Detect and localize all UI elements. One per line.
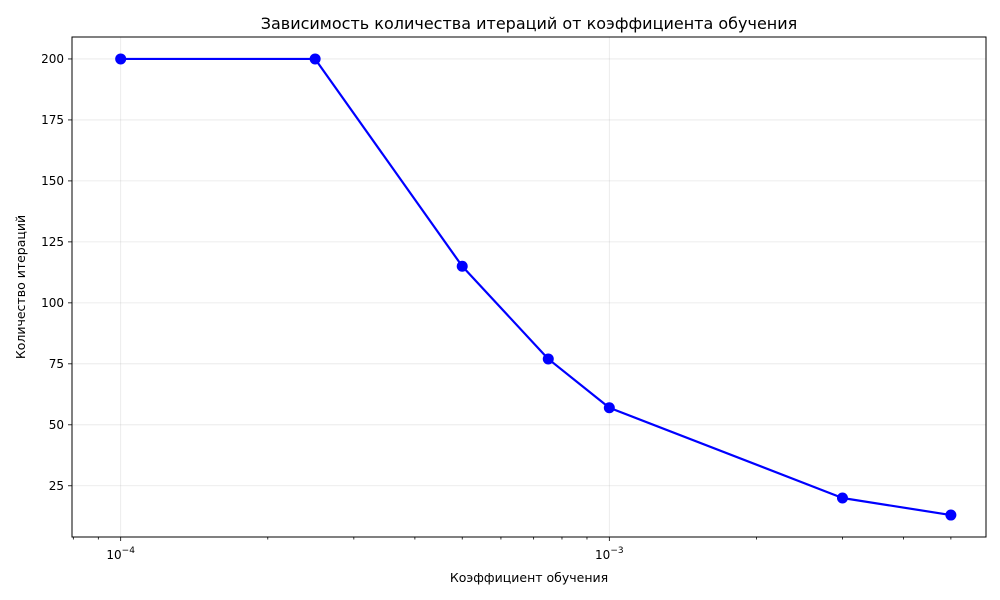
y-tick-label: 200	[41, 52, 64, 66]
y-tick-label: 150	[41, 174, 64, 188]
grid	[72, 37, 986, 537]
y-tick-label: 125	[41, 235, 64, 249]
ticks: 25 50 75 100 125 150 175 200 10−4 10−3	[41, 52, 952, 562]
data-point	[603, 402, 615, 414]
x-tick-label: 10−4	[106, 546, 135, 562]
y-tick-label: 75	[49, 357, 64, 371]
x-axis-label: Коэффициент обучения	[450, 570, 608, 585]
y-tick-label: 175	[41, 113, 64, 127]
data-point	[945, 509, 957, 521]
series-line	[120, 57, 952, 517]
y-tick-label: 50	[49, 418, 64, 432]
data-point	[836, 492, 848, 504]
y-axis-label: Количество итераций	[13, 215, 28, 359]
plot-frame	[71, 36, 987, 538]
data-point	[542, 353, 554, 365]
data-point	[309, 53, 321, 65]
data-point	[456, 260, 468, 272]
y-tick-label: 100	[41, 296, 64, 310]
data-point	[115, 53, 127, 65]
x-tick-label: 10−3	[595, 546, 624, 562]
y-tick-label: 25	[49, 479, 64, 493]
chart-title: Зависимость количества итераций от коэфф…	[261, 14, 798, 33]
series-layer	[115, 53, 957, 521]
